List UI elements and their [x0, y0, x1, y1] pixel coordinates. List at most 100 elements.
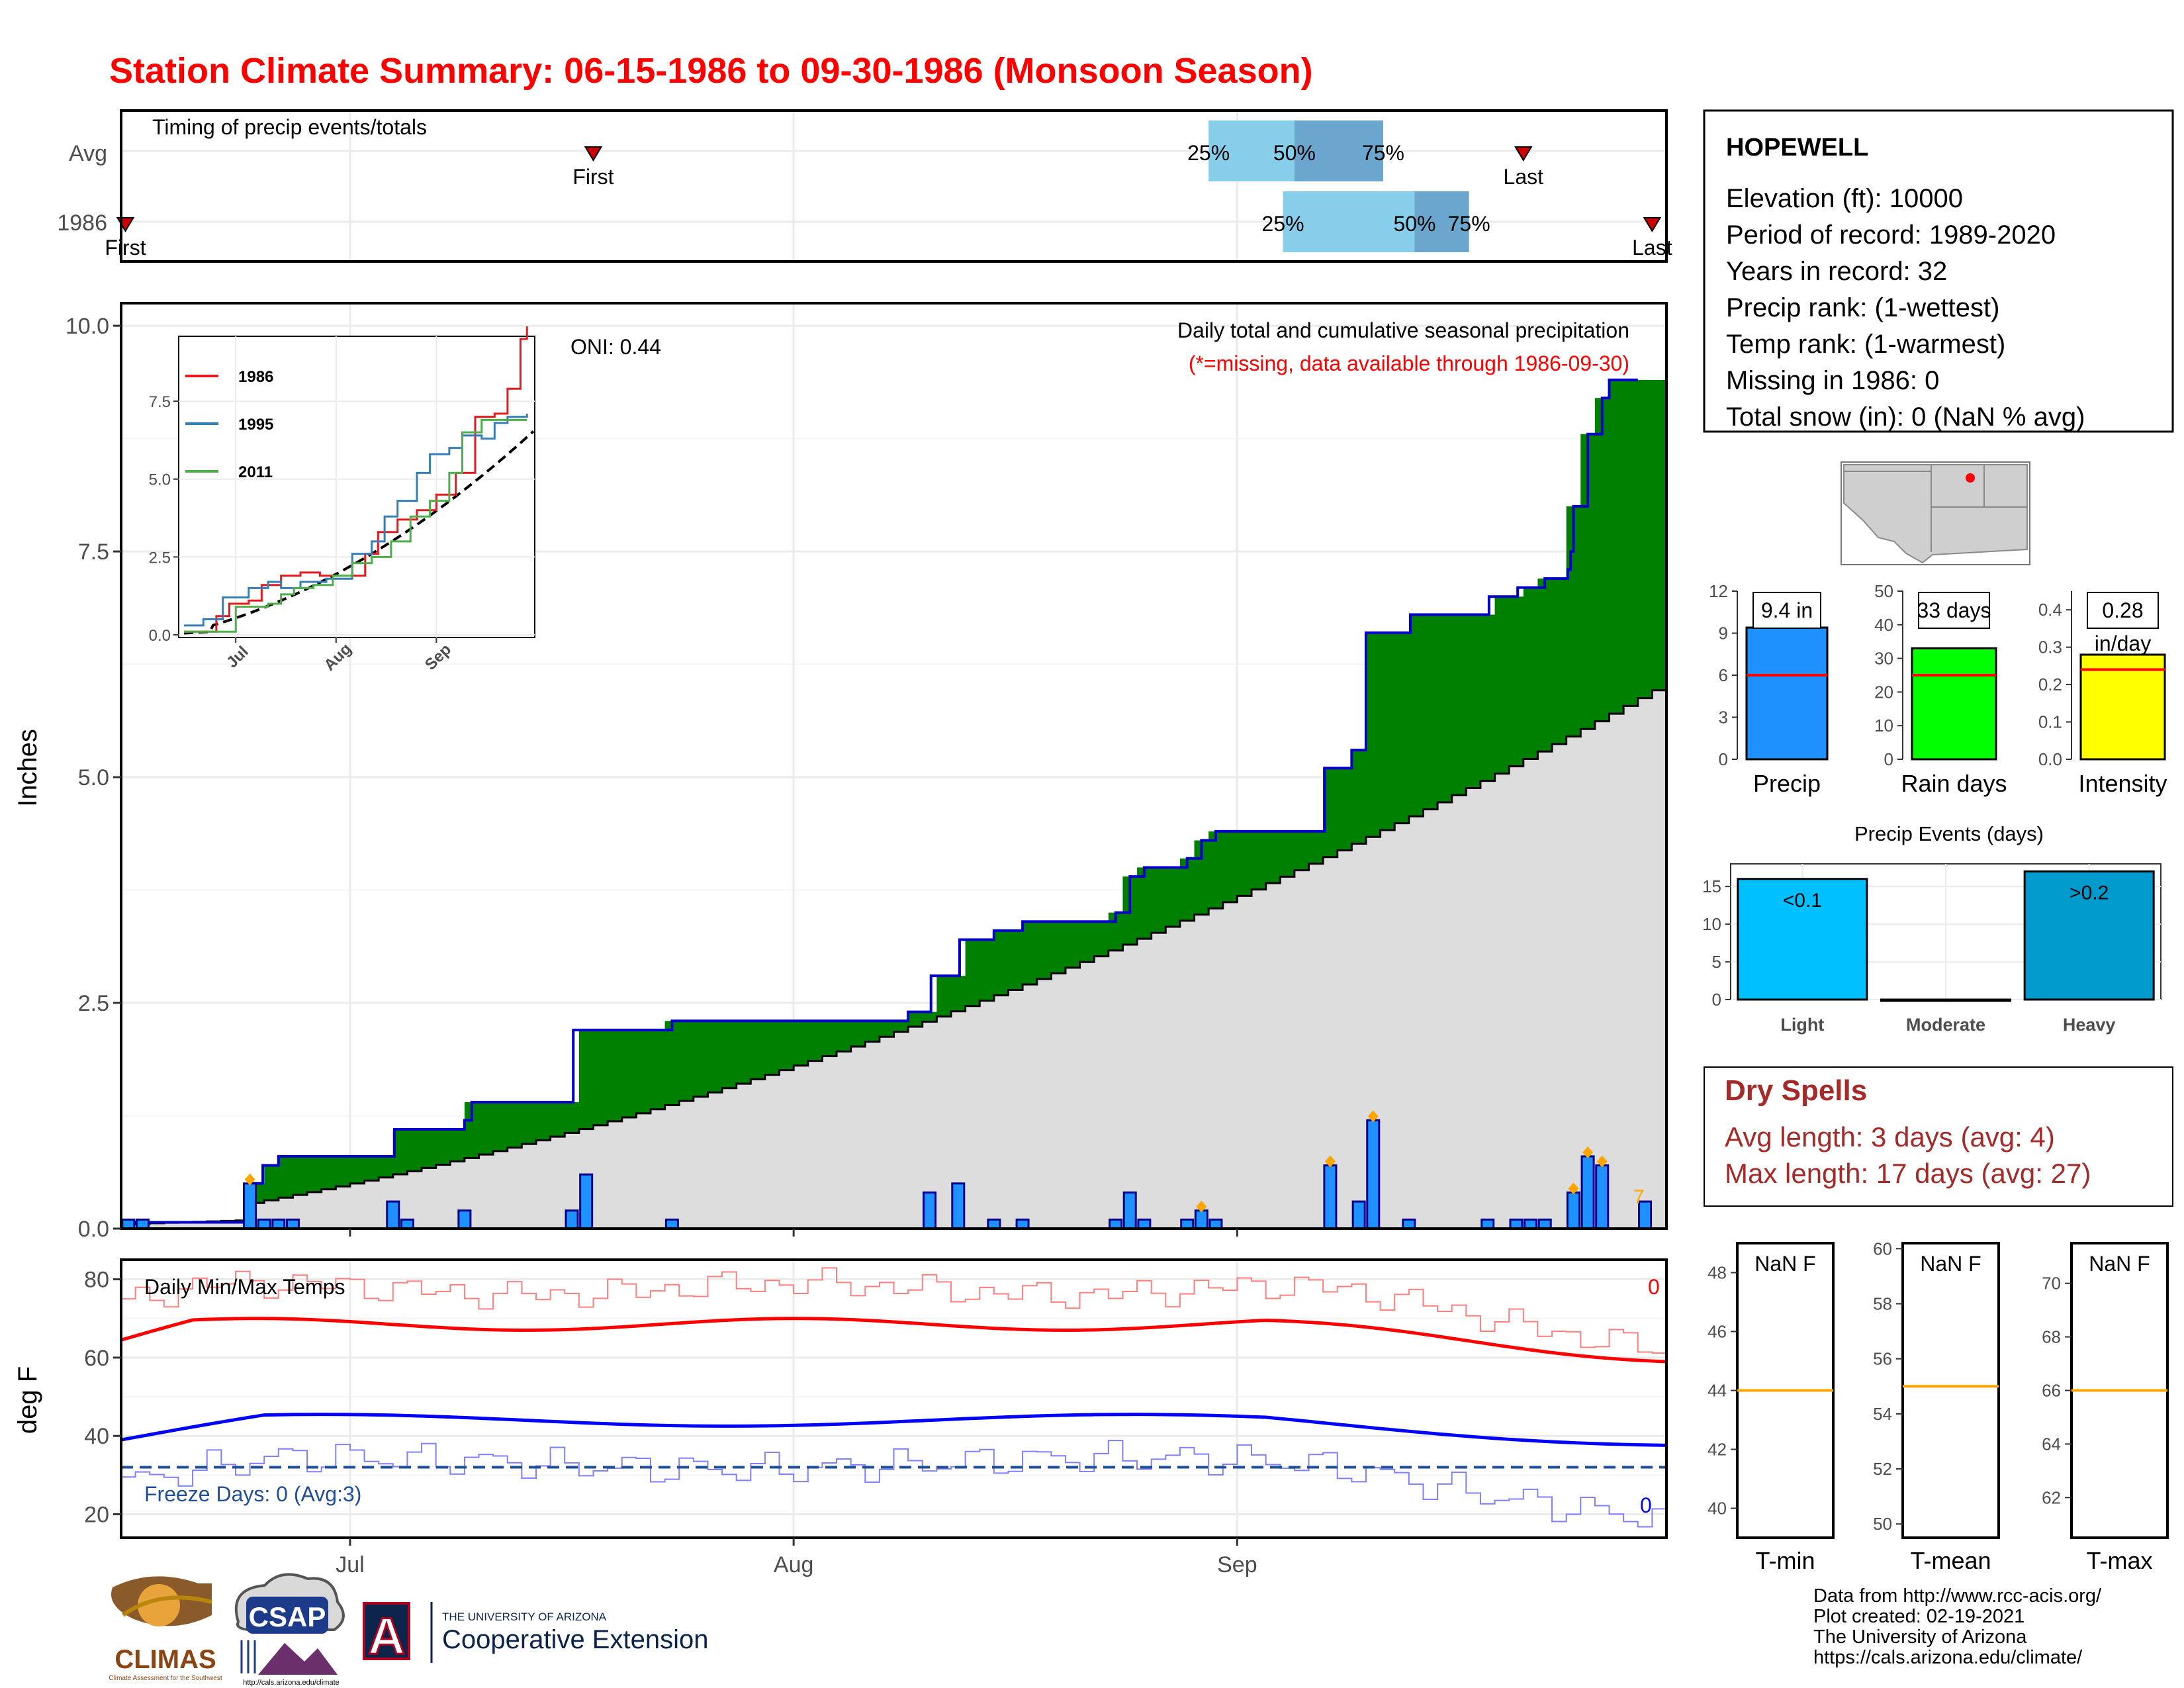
- surplus-band: [1652, 379, 1667, 690]
- temp-summary-category: T-min: [1756, 1547, 1815, 1574]
- csap-logo-text: CSAP: [249, 1601, 326, 1632]
- surplus-band: [1509, 596, 1524, 767]
- surplus-band: [1208, 831, 1224, 909]
- summary-ytick-label: 0.4: [2038, 600, 2062, 620]
- precip-marker: [1568, 1182, 1579, 1195]
- precip-ytick-label: 5.0: [78, 765, 109, 790]
- credit-line: https://cals.arizona.edu/climate/: [1813, 1647, 2083, 1668]
- surplus-band: [1466, 614, 1481, 788]
- events-ytick-label: 15: [1702, 876, 1721, 896]
- surplus-band: [1637, 379, 1653, 698]
- events-category-label: Moderate: [1906, 1015, 1985, 1035]
- ua-bottom-text: Cooperative Extension: [442, 1625, 708, 1654]
- temp-summary-ytick-label: 46: [1707, 1322, 1727, 1342]
- surplus-band: [321, 1156, 336, 1190]
- daily-precip-bar: [1480, 1218, 1495, 1230]
- summary-label-box: [1752, 592, 1821, 629]
- ua-top-text: THE UNIVERSITY OF ARIZONA: [442, 1611, 607, 1623]
- surplus-band: [535, 1102, 551, 1141]
- surplus-band: [1437, 614, 1453, 802]
- events-bar-moderate: [1880, 998, 2011, 1002]
- surplus-band: [636, 1029, 651, 1113]
- station-info-line: Years in record: 32: [1726, 257, 1947, 286]
- surplus-band: [392, 1129, 408, 1175]
- surplus-band: [1580, 434, 1596, 729]
- daily-precip-bar: [135, 1218, 150, 1230]
- timing-last-marker: [1643, 217, 1662, 232]
- temp-summary-ytick-label: 54: [1873, 1404, 1892, 1424]
- daily-precip-bar: [1109, 1218, 1123, 1230]
- surplus-band: [965, 939, 980, 1006]
- surplus-band: [507, 1102, 522, 1148]
- surplus-band: [422, 1129, 437, 1168]
- daily-precip-bar: [271, 1218, 286, 1230]
- daily-precip-bar: [987, 1218, 1001, 1230]
- summary-ytick-label: 50: [1874, 581, 1893, 601]
- surplus-band: [993, 930, 1009, 996]
- credit-line: Plot created: 02-19-2021: [1813, 1606, 2025, 1627]
- inset-series-line-1986: [184, 326, 528, 633]
- daily-precip-bar: [1595, 1164, 1610, 1230]
- climas-logo: CLIMAS Climate Assessment for the Southw…: [109, 1576, 222, 1682]
- inset-ytick-label: 2.5: [149, 549, 171, 567]
- locator-map: [1841, 461, 2030, 565]
- timing-label: Timing of precip events/totals: [152, 115, 427, 139]
- precip-y-axis-label: Inches: [13, 729, 42, 807]
- temp-summary-value: NaN F: [1920, 1252, 1981, 1276]
- csap-logo: CSAP http://cals.arizona.edu/climate: [234, 1573, 345, 1687]
- surplus-band: [1294, 831, 1310, 870]
- average-max-temp-line: [120, 1317, 1667, 1364]
- summary-category-label: Intensity: [2078, 770, 2167, 797]
- surplus-band: [865, 1021, 880, 1042]
- surplus-band: [450, 1129, 465, 1162]
- timing-bar-q25-q50: [1208, 120, 1295, 181]
- inset-ytick-label: 5.0: [149, 471, 171, 489]
- temp-summary-ytick-label: 60: [1873, 1239, 1892, 1258]
- precip-panel: 0.0 2.5 5.0 7.5 10.0 Inches Daily total and …: [13, 302, 1668, 1242]
- daily-precip-bar: [1122, 1191, 1137, 1230]
- precip-marker: [1596, 1155, 1608, 1168]
- surplus-band: [722, 1021, 737, 1088]
- timing-q75-label: 75%: [1448, 212, 1490, 236]
- daily-precip-bar: [1194, 1209, 1208, 1230]
- surplus-band: [1251, 831, 1267, 890]
- daily-precip-bar: [1524, 1218, 1538, 1230]
- surplus-band: [1337, 768, 1352, 851]
- climas-logo-subtext: Climate Assessment for the Southwest: [109, 1675, 222, 1682]
- precip-ytick-label: 7.5: [78, 539, 109, 565]
- cumulative-average-area: [121, 682, 1666, 1229]
- daily-precip-bar: [1180, 1218, 1195, 1230]
- temp-xtick-label: Aug: [774, 1552, 814, 1577]
- precip-events-title: Precip Events (days): [1854, 822, 2044, 845]
- daily-min-temp-line: [121, 1440, 1667, 1528]
- surplus-band: [464, 1102, 480, 1158]
- timing-q50-label: 50%: [1273, 141, 1316, 165]
- inset-ytick-label: 0.0: [149, 627, 171, 645]
- temp-ytick-label: 60: [84, 1346, 109, 1371]
- surplus-band: [664, 1021, 680, 1105]
- precip-marker: [1324, 1155, 1336, 1168]
- events-category-label: Heavy: [2063, 1015, 2116, 1035]
- surplus-band: [478, 1102, 494, 1155]
- surplus-band: [879, 1021, 895, 1037]
- surplus-band: [307, 1156, 322, 1192]
- station-info-line: Missing in 1986: 0: [1726, 366, 1939, 395]
- timing-bar-q25-q50: [1283, 191, 1415, 252]
- timing-row-label-1986: 1986: [57, 211, 107, 236]
- summary-ytick-label: 0.0: [2038, 749, 2062, 769]
- timing-bar-q50-q75: [1414, 191, 1469, 252]
- surplus-band: [578, 1029, 594, 1129]
- daily-precip-bar: [1323, 1164, 1338, 1230]
- events-bar-label: >0.2: [2070, 882, 2109, 904]
- precip-summary-bars: 0 3 6 9 12 9.4 in Precip 0 10 20 30 40 50 33 days Rain…: [1709, 581, 2167, 797]
- inset-average-line: [183, 430, 535, 635]
- temp-ytick-label: 80: [84, 1268, 109, 1293]
- inset-legend-label-2011: 2011: [238, 463, 273, 481]
- temp-summary-category: T-mean: [1910, 1547, 1991, 1574]
- summary-bar-unit: in/day: [2095, 632, 2151, 655]
- climas-logo-text: CLIMAS: [114, 1645, 216, 1674]
- daily-precip-bar: [1402, 1218, 1416, 1230]
- summary-bar-value: 33 days: [1917, 598, 1991, 622]
- surplus-band: [407, 1129, 422, 1172]
- freeze-days-label: Freeze Days: 0 (Avg:3): [144, 1482, 361, 1506]
